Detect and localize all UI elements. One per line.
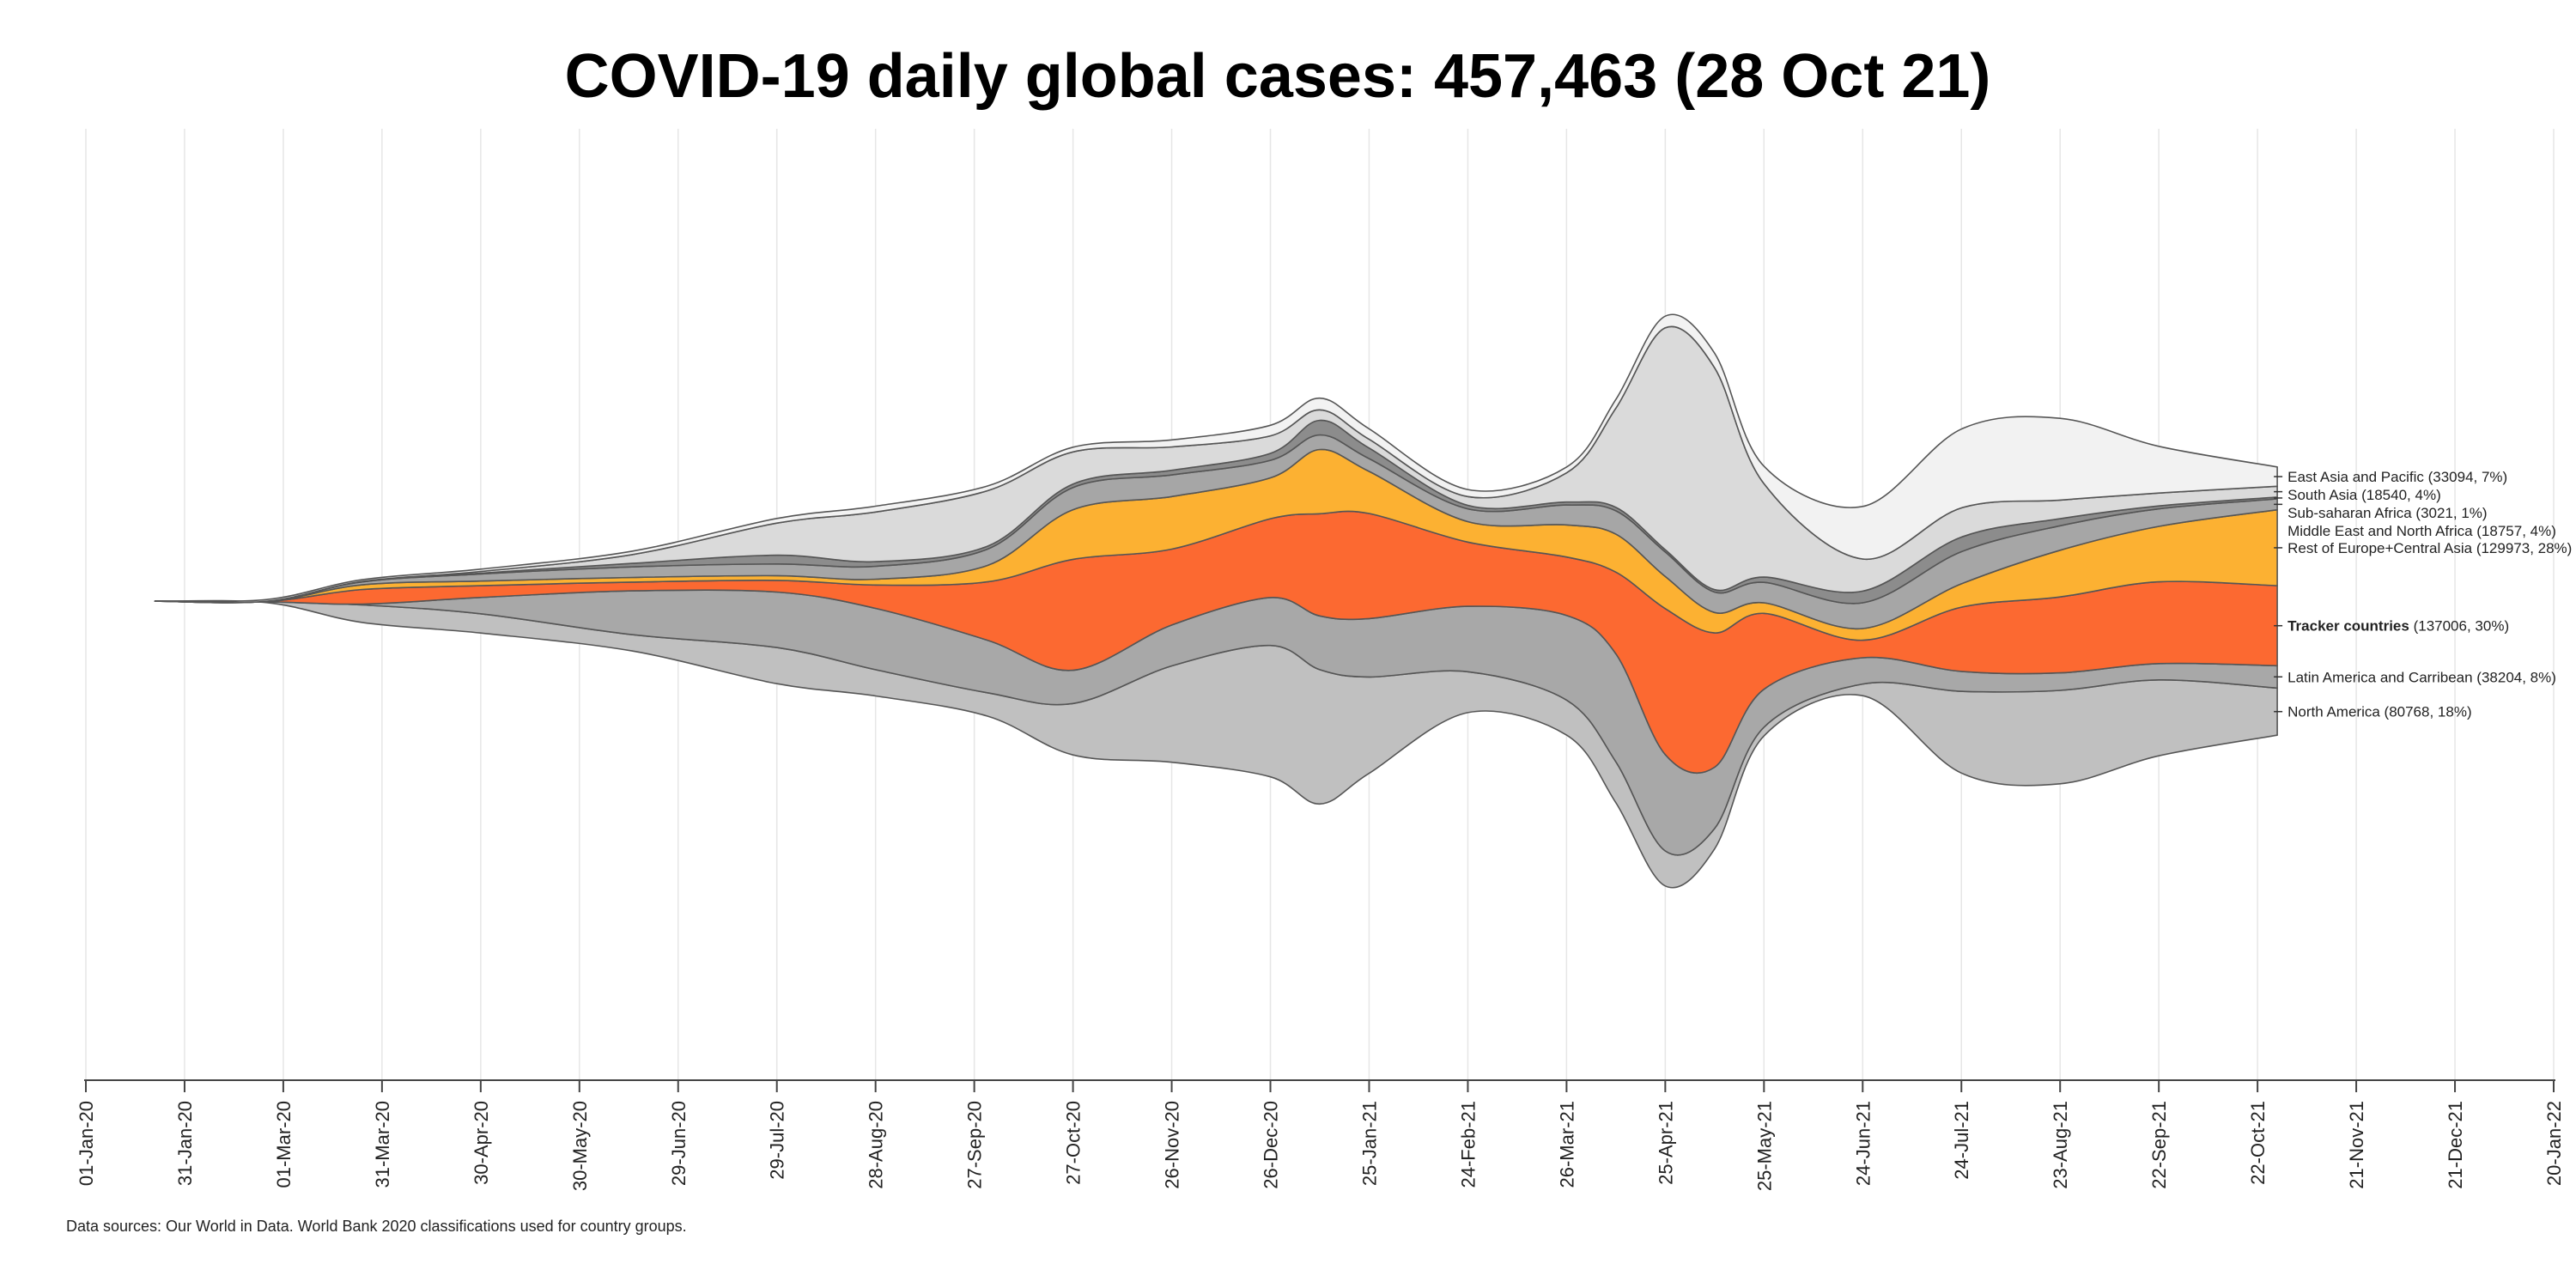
- x-tick-label: 29-Jul-20: [767, 1101, 788, 1180]
- series-label: Latin America and Carribean (38204, 8%): [2287, 669, 2556, 685]
- series-label: South Asia (18540, 4%): [2287, 487, 2441, 503]
- x-tick-label: 26-Nov-20: [1162, 1101, 1183, 1189]
- x-tick-label: 21-Nov-21: [2346, 1101, 2367, 1189]
- x-tick-label: 28-Aug-20: [866, 1101, 887, 1189]
- x-tick-label: 01-Jan-20: [76, 1101, 97, 1186]
- series-label: Tracker countries (137006, 30%): [2287, 618, 2509, 635]
- x-tick-label: 25-Apr-21: [1655, 1101, 1676, 1185]
- x-tick-label: 24-Feb-21: [1457, 1101, 1479, 1188]
- x-tick-label: 24-Jun-21: [1852, 1101, 1874, 1186]
- series-label: North America (80768, 18%): [2287, 704, 2472, 720]
- stream-layer-east-asia-and-pacific: [154, 313, 2278, 604]
- x-tick-label: 26-Mar-21: [1556, 1101, 1577, 1188]
- x-tick-label: 01-Mar-20: [273, 1101, 295, 1188]
- x-tick-label: 31-Mar-20: [372, 1101, 393, 1188]
- chart-title: COVID-19 daily global cases: 457,463 (28…: [564, 42, 1991, 111]
- series-label: Rest of Europe+Central Asia (129973, 28%…: [2287, 540, 2572, 556]
- x-tick-label: 29-Jun-20: [668, 1101, 690, 1186]
- x-tick-label: 25-May-21: [1753, 1101, 1775, 1191]
- series-label: East Asia and Pacific (33094, 7%): [2287, 469, 2507, 485]
- x-tick-label: 20-Jan-22: [2543, 1101, 2565, 1186]
- x-tick-label: 23-Aug-21: [2050, 1101, 2071, 1189]
- x-tick-label: 25-Jan-21: [1358, 1101, 1380, 1186]
- x-axis-ticks: 01-Jan-20 31-Jan-20 01-Mar-20 31-Mar-20 30-A…: [76, 1080, 2565, 1191]
- series-label: Sub-saharan Africa (3021, 1%): [2287, 505, 2487, 521]
- x-tick-label: 22-Oct-21: [2247, 1101, 2269, 1185]
- source-footnote: Data sources: Our World in Data. World B…: [66, 1218, 687, 1235]
- x-tick-label: 30-May-20: [569, 1101, 591, 1191]
- x-tick-label: 30-Apr-20: [471, 1101, 492, 1185]
- x-tick-label: 22-Sep-21: [2148, 1101, 2170, 1189]
- x-tick-label: 24-Jul-21: [1951, 1101, 1972, 1180]
- x-tick-label: 26-Dec-20: [1261, 1101, 1282, 1189]
- x-tick-label: 27-Sep-20: [964, 1101, 986, 1189]
- x-tick-label: 31-Jan-20: [174, 1101, 196, 1186]
- x-tick-label: 21-Dec-21: [2445, 1101, 2466, 1189]
- series-labels: East Asia and Pacific (33094, 7%) South A…: [2274, 469, 2572, 720]
- x-tick-label: 27-Oct-20: [1063, 1101, 1084, 1185]
- series-label: Middle East and North Africa (18757, 4%): [2287, 523, 2556, 539]
- area-layer: [154, 313, 2278, 889]
